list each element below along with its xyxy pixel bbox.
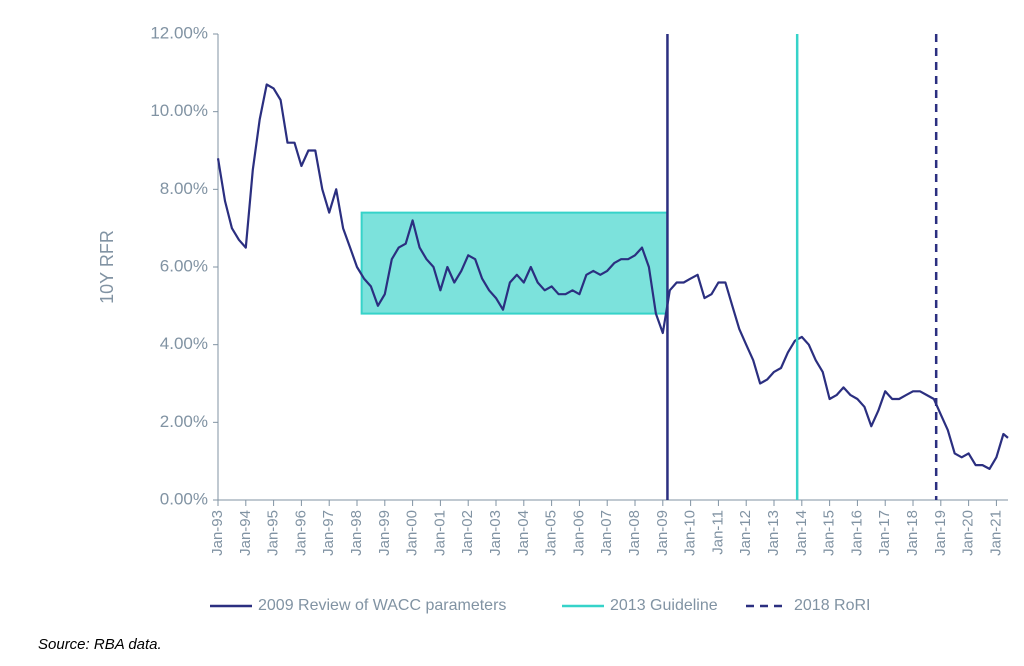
y-axis-label: 10Y RFR bbox=[97, 230, 117, 304]
legend-label: 2013 Guideline bbox=[610, 597, 718, 614]
x-tick-label: Jan-14 bbox=[793, 510, 810, 556]
legend-label: 2018 RoRI bbox=[794, 597, 871, 614]
x-tick-label: Jan-15 bbox=[821, 510, 838, 556]
x-tick-label: Jan-17 bbox=[876, 510, 893, 556]
x-tick-label: Jan-93 bbox=[209, 510, 226, 556]
x-tick-label: Jan-21 bbox=[987, 510, 1004, 556]
x-tick-label: Jan-00 bbox=[404, 510, 421, 556]
x-tick-label: Jan-02 bbox=[459, 510, 476, 556]
y-tick-label: 0.00% bbox=[160, 489, 208, 508]
x-tick-label: Jan-98 bbox=[348, 510, 365, 556]
y-tick-label: 8.00% bbox=[160, 179, 208, 198]
x-tick-label: Jan-05 bbox=[543, 510, 560, 556]
x-tick-label: Jan-16 bbox=[848, 510, 865, 556]
x-tick-label: Jan-94 bbox=[237, 510, 254, 556]
y-tick-label: 6.00% bbox=[160, 256, 208, 275]
x-tick-label: Jan-01 bbox=[431, 510, 448, 556]
y-tick-label: 2.00% bbox=[160, 412, 208, 431]
x-tick-label: Jan-20 bbox=[960, 510, 977, 556]
x-tick-label: Jan-95 bbox=[265, 510, 282, 556]
x-tick-label: Jan-07 bbox=[598, 510, 615, 556]
rate-line bbox=[216, 83, 1009, 470]
source-note: Source: RBA data. bbox=[38, 636, 162, 653]
x-tick-label: Jan-12 bbox=[737, 510, 754, 556]
y-tick-label: 4.00% bbox=[160, 334, 208, 353]
x-tick-label: Jan-18 bbox=[904, 510, 921, 556]
x-tick-label: Jan-99 bbox=[376, 510, 393, 556]
x-tick-label: Jan-03 bbox=[487, 510, 504, 556]
x-tick-label: Jan-13 bbox=[765, 510, 782, 556]
y-tick-label: 10.00% bbox=[150, 101, 208, 120]
x-tick-label: Jan-97 bbox=[320, 510, 337, 556]
x-tick-label: Jan-10 bbox=[682, 510, 699, 556]
legend-label: 2009 Review of WACC parameters bbox=[258, 597, 506, 614]
x-tick-label: Jan-11 bbox=[709, 510, 726, 555]
x-tick-label: Jan-19 bbox=[932, 510, 949, 556]
x-tick-label: Jan-08 bbox=[626, 510, 643, 556]
x-tick-label: Jan-06 bbox=[570, 510, 587, 556]
x-tick-label: Jan-96 bbox=[292, 510, 309, 556]
y-tick-label: 12.00% bbox=[150, 23, 208, 42]
x-tick-label: Jan-09 bbox=[654, 510, 671, 556]
x-tick-label: Jan-04 bbox=[515, 510, 532, 556]
shaded-region bbox=[360, 211, 669, 315]
